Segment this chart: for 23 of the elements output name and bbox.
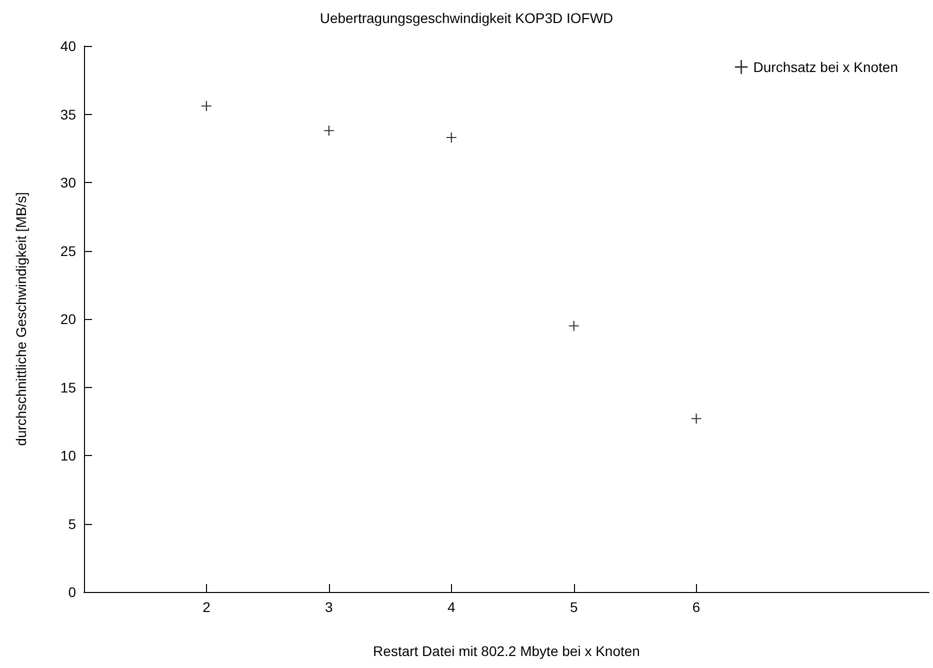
y-tick-label: 15	[60, 379, 76, 396]
point	[446, 132, 456, 142]
y-tick-label: 35	[60, 106, 76, 122]
y-tick-label: 25	[60, 242, 76, 259]
x-tick-label: 3	[325, 599, 334, 615]
y-tick-label: 5	[68, 516, 76, 532]
y-tick-label: 20	[60, 311, 76, 327]
point	[324, 126, 334, 136]
x-axis-title: Restart Datei mit 802.2 Mbyte bei x Knoten	[373, 643, 640, 659]
x-tick-label: 5	[570, 599, 578, 615]
point	[691, 414, 702, 424]
y-tick-label: 10	[60, 448, 76, 464]
y-axis-title: durchschnittliche Geschwindigkeit [MB/s]	[13, 192, 29, 446]
point	[568, 320, 579, 331]
x-tick-label: 6	[692, 599, 700, 615]
x-tick-label: 4	[447, 599, 456, 615]
point	[201, 101, 212, 112]
y-tick-label: 30	[60, 174, 76, 190]
y-tick-label: 40	[60, 38, 76, 54]
y-tick-label: 0	[68, 584, 76, 600]
chart-title: Uebertragungsgeschwindigkeit KOP3D IOFWD	[320, 10, 614, 26]
legend-label: Durchsatz bei x Knoten	[753, 59, 898, 75]
x-tick-label: 2	[202, 599, 211, 615]
